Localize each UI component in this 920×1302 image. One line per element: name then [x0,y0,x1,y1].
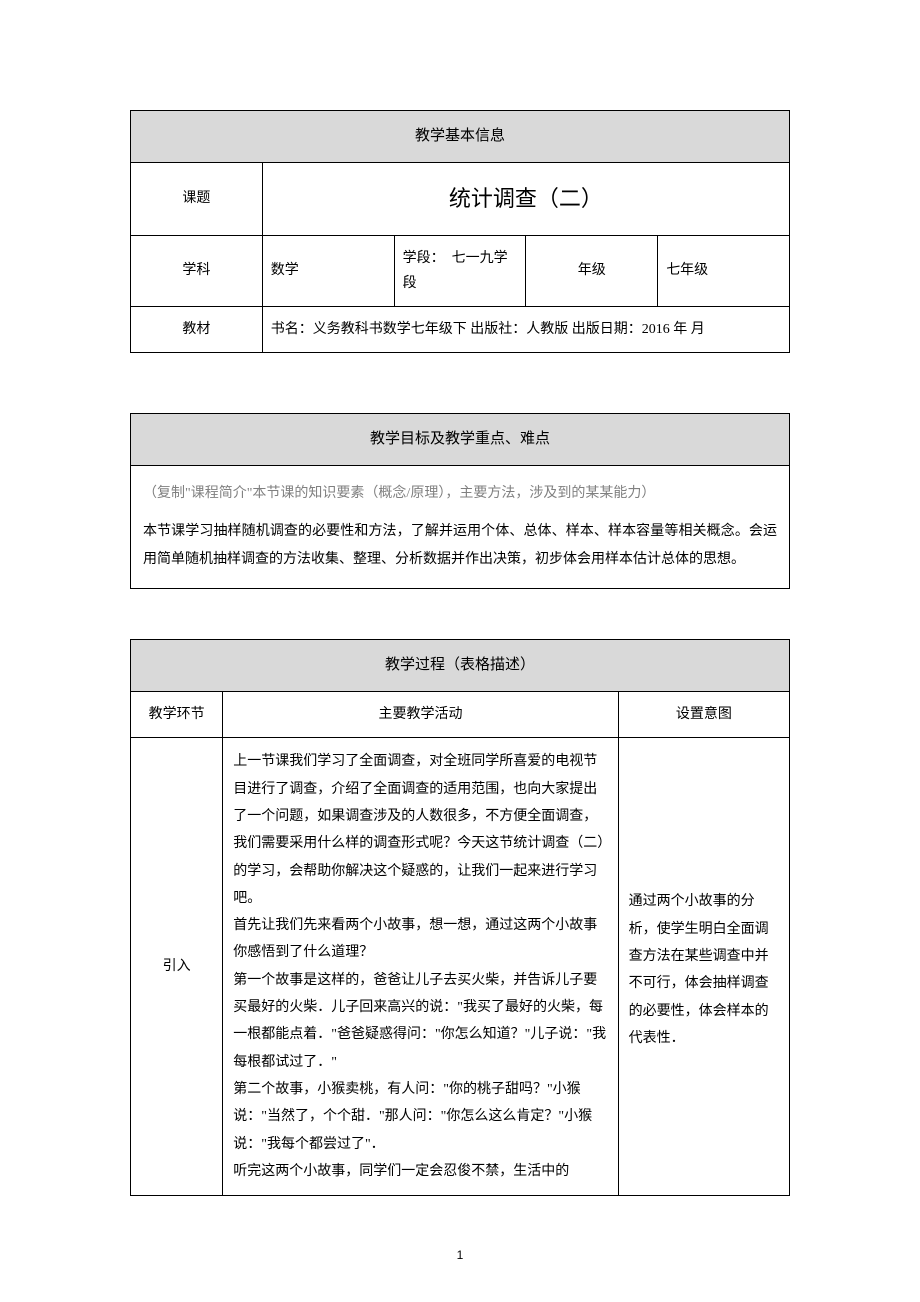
grade-label: 年级 [526,235,658,306]
process-col2-header: 主要教学活动 [223,692,618,738]
stage-cell: 学段： 七一九学段 [394,235,526,306]
grade-value: 七年级 [658,235,790,306]
objectives-body: 本节课学习抽样随机调查的必要性和方法，了解并运用个体、总体、样本、样本容量等相关… [143,518,777,574]
process-intent: 通过两个小故事的分析，使学生明白全面调查方法在某些调查中并不可行，体会抽样调查的… [618,738,789,1196]
page-number: 1 [0,1248,920,1262]
subject-label: 学科 [131,235,263,306]
textbook-label: 教材 [131,306,263,352]
process-phase: 引入 [131,738,223,1196]
process-header: 教学过程（表格描述） [131,640,790,692]
basic-info-table: 教学基本信息 课题 统计调查（二） 学科 数学 学段： 七一九学段 年级 七年级… [130,110,790,353]
objectives-note: （复制"课程简介"本节课的知识要素（概念/原理），主要方法，涉及到的某某能力） [143,480,777,508]
objectives-table: 教学目标及教学重点、难点 （复制"课程简介"本节课的知识要素（概念/原理），主要… [130,413,790,589]
process-table: 教学过程（表格描述） 教学环节 主要教学活动 设置意图 引入 上一节课我们学习了… [130,639,790,1196]
subject-value: 数学 [262,235,394,306]
objectives-header: 教学目标及教学重点、难点 [131,414,790,466]
topic-label: 课题 [131,163,263,236]
textbook-value: 书名：义务教科书数学七年级下 出版社：人教版 出版日期：2016 年 月 [262,306,789,352]
stage-label: 学段： [403,251,445,266]
basic-info-header: 教学基本信息 [131,111,790,163]
process-activity: 上一节课我们学习了全面调查，对全班同学所喜爱的电视节目进行了调查，介绍了全面调查… [223,738,618,1196]
process-col3-header: 设置意图 [618,692,789,738]
process-col1-header: 教学环节 [131,692,223,738]
objectives-content: （复制"课程简介"本节课的知识要素（概念/原理），主要方法，涉及到的某某能力） … [131,466,790,589]
topic-value: 统计调查（二） [262,163,789,236]
